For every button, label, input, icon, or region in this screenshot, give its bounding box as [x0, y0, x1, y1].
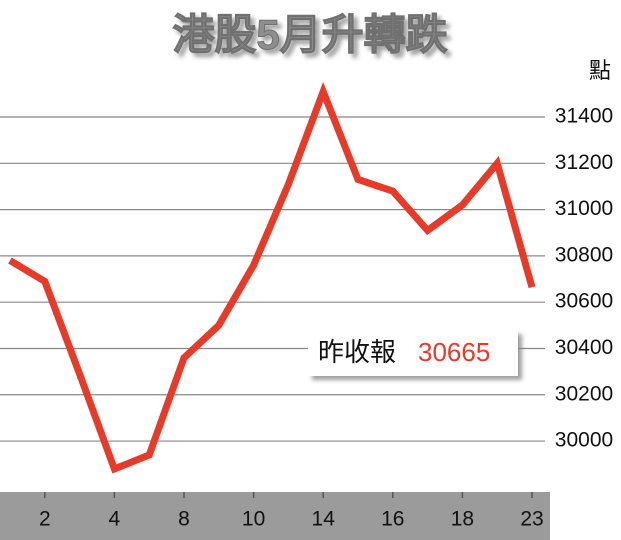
- y-tick-label: 31400: [555, 105, 613, 128]
- y-axis-label: 點: [589, 58, 611, 83]
- annotation: 昨收報 30665: [308, 330, 518, 376]
- x-axis-band: [0, 492, 550, 540]
- y-tick-label: 31200: [555, 151, 613, 174]
- y-tick-label: 31000: [555, 197, 613, 220]
- annotation-label: 昨收報: [318, 337, 396, 367]
- annotation-value: 30665: [418, 337, 490, 367]
- x-tick-label: 10: [242, 508, 265, 531]
- x-tick-label: 18: [451, 508, 474, 531]
- y-tick-label: 30400: [555, 336, 613, 359]
- x-tick-label: 16: [381, 508, 404, 531]
- x-tick-label: 4: [109, 508, 121, 531]
- y-tick-label: 30800: [555, 243, 613, 266]
- plot: [8, 81, 536, 474]
- annotation-box: [308, 330, 518, 376]
- x-tick-label: 2: [39, 508, 51, 531]
- y-tick-label: 30000: [555, 429, 613, 452]
- data-line: [8, 81, 536, 474]
- x-tick-label: 8: [178, 508, 190, 531]
- x-tick-label: 14: [312, 508, 336, 531]
- chart-title: 港股5月升轉跌: [172, 11, 447, 58]
- y-tick-label: 30600: [555, 290, 613, 313]
- y-tick-label: 30200: [555, 382, 613, 405]
- grid: [0, 116, 545, 442]
- x-tick-label: 23: [520, 508, 543, 531]
